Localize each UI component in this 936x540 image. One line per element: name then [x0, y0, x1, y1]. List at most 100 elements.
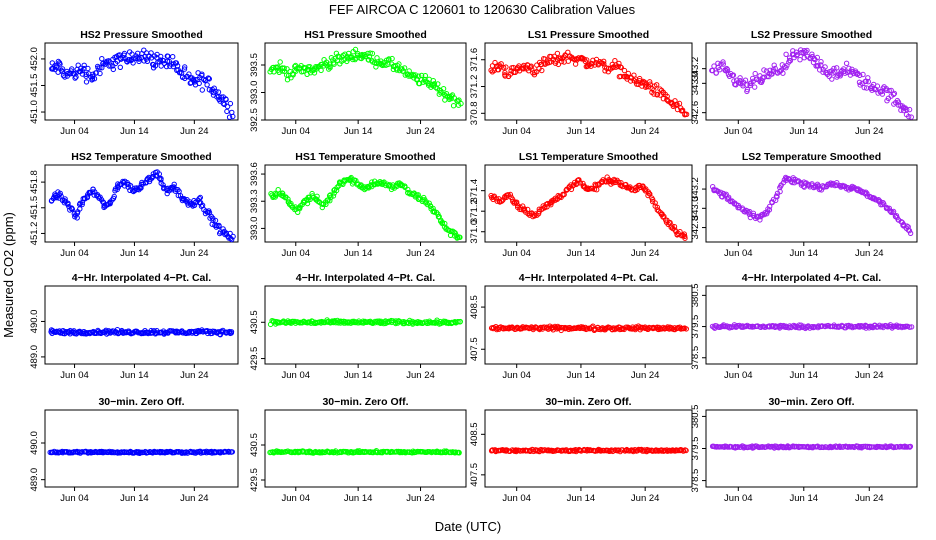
data-point: [843, 60, 850, 66]
data-point: [443, 91, 450, 97]
x-tick-label: Jun 24: [855, 493, 884, 504]
data-point: [228, 330, 235, 336]
data-point: [148, 50, 154, 56]
data-point: [226, 329, 232, 335]
data-point: [106, 63, 112, 69]
data-point: [91, 76, 98, 82]
x-tick-label: Jun 04: [724, 248, 753, 259]
x-tick-label: Jun 14: [790, 370, 819, 381]
panel-14: 30−min. Zero Off. 429.5 430.5 Jun 04 Jun 14 J…: [249, 396, 467, 504]
x-tick-label: Jun 04: [502, 493, 531, 504]
data-point: [777, 443, 783, 450]
panel-frame: [484, 42, 693, 121]
data-point: [410, 71, 416, 78]
data-point: [105, 449, 111, 456]
y-tick-label: 451.5: [29, 196, 40, 220]
x-tick-label: Jun 14: [120, 248, 149, 259]
x-tick-label: Jun 14: [344, 370, 373, 381]
panel-title: HS1 Temperature Smoothed: [295, 151, 435, 163]
data-point: [62, 74, 68, 80]
panel-frame: [264, 42, 467, 121]
data-point: [753, 76, 760, 83]
data-point: [730, 72, 737, 78]
y-tick-label: 430.5: [249, 433, 260, 457]
x-tick-label: Jun 04: [724, 370, 753, 381]
data-point: [879, 91, 886, 97]
data-point: [158, 53, 164, 60]
scatter-series: [709, 47, 914, 120]
panel-frame: [44, 285, 239, 365]
data-point: [890, 91, 897, 98]
data-point: [331, 187, 337, 194]
x-tick-label: Jun 04: [282, 370, 311, 381]
data-point: [822, 64, 828, 70]
y-tick-label: 371.6: [469, 48, 480, 72]
data-point: [401, 65, 408, 71]
data-point: [584, 57, 590, 63]
y-tick-label: 451.2: [29, 222, 40, 246]
data-point: [783, 51, 789, 57]
data-point: [111, 193, 117, 200]
data-point: [881, 201, 887, 207]
data-point: [720, 61, 726, 67]
y-tick-label: 407.5: [469, 337, 480, 361]
data-point: [846, 65, 852, 72]
y-tick-label: 379.5: [690, 315, 701, 339]
data-point: [502, 70, 508, 76]
data-point: [532, 211, 539, 217]
data-point: [678, 233, 685, 239]
data-point: [810, 59, 817, 66]
x-tick-label: Jun 14: [790, 248, 819, 259]
data-point: [842, 70, 848, 76]
panel-title: 30−min. Zero Off.: [322, 396, 408, 408]
data-point: [199, 71, 205, 77]
data-point: [117, 64, 124, 71]
data-point: [217, 229, 224, 235]
data-point: [907, 230, 914, 237]
x-tick-label: Jun 14: [120, 126, 149, 137]
data-point: [832, 69, 838, 75]
data-point: [331, 61, 337, 67]
x-tick-label: Jun 14: [567, 248, 596, 259]
x-tick-label: Jun 24: [406, 126, 435, 137]
panel-title: LS1 Temperature Smoothed: [519, 151, 658, 163]
data-point: [51, 194, 57, 200]
data-point: [226, 449, 232, 455]
data-point: [227, 230, 233, 237]
data-point: [908, 324, 915, 330]
data-point: [220, 100, 227, 107]
data-point: [836, 323, 842, 330]
data-point: [224, 103, 231, 110]
data-point: [406, 68, 412, 74]
data-point: [511, 200, 517, 206]
y-tick-label: 407.5: [469, 463, 480, 487]
panel-grid: HS2 Pressure Smoothed 451.0 451.5 452.0 Jun …: [29, 29, 918, 504]
panel-10: 4−Hr. Interpolated 4−Pt. Cal. 429.5 430.5 J…: [249, 272, 467, 381]
data-point: [820, 183, 826, 189]
panel-title: 4−Hr. Interpolated 4−Pt. Cal.: [519, 272, 659, 284]
data-point: [815, 323, 822, 329]
data-point: [175, 192, 182, 199]
y-tick-label: 343.2: [690, 177, 701, 201]
data-point: [439, 220, 445, 227]
x-tick-label: Jun 04: [502, 248, 531, 259]
data-point: [659, 326, 665, 332]
data-point: [173, 60, 180, 66]
panel-15: 30−min. Zero Off. 407.5 408.5 Jun 04 Jun 14 J…: [469, 396, 693, 504]
x-tick-label: Jun 14: [790, 126, 819, 137]
data-point: [615, 63, 621, 70]
data-point: [193, 77, 199, 83]
panel-11: 4−Hr. Interpolated 4−Pt. Cal. 407.5 408.5 J…: [469, 272, 693, 381]
data-point: [725, 444, 731, 450]
data-point: [62, 196, 68, 202]
x-tick-label: Jun 04: [724, 493, 753, 504]
data-point: [744, 86, 751, 93]
data-point: [673, 101, 679, 108]
data-point: [59, 66, 66, 72]
panel-frame: [484, 164, 693, 243]
data-point: [327, 198, 333, 204]
data-point: [641, 79, 648, 85]
data-point: [280, 190, 286, 197]
